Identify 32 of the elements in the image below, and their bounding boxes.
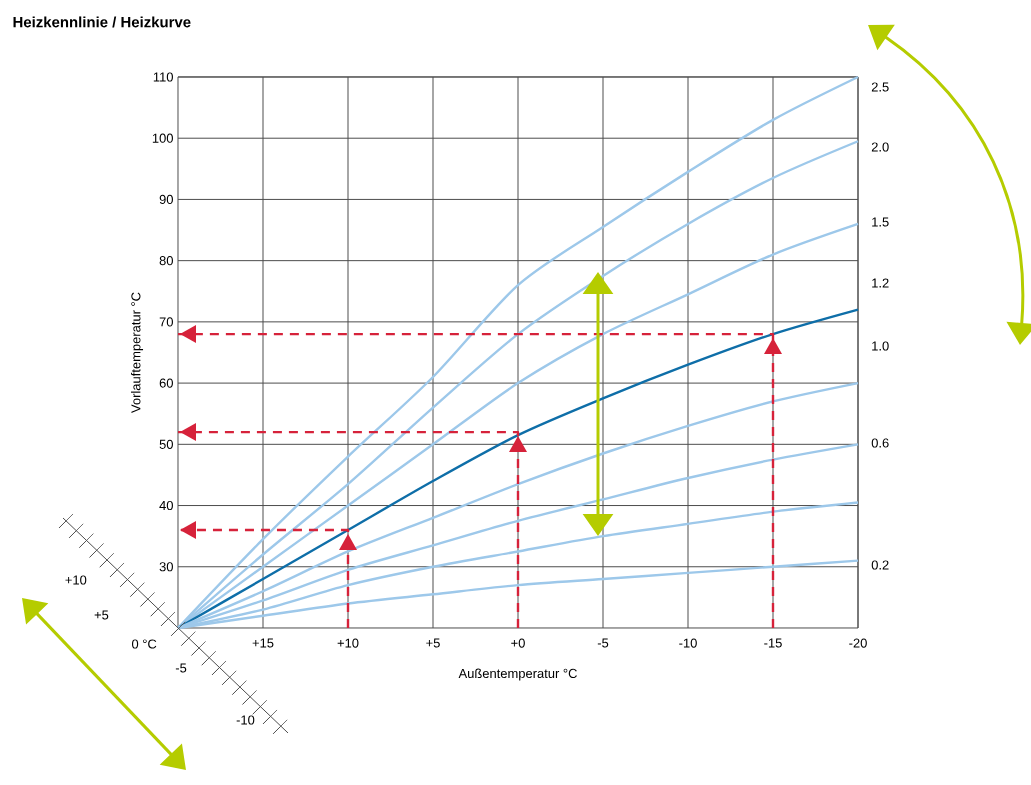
- y-tick-label: 40: [159, 500, 173, 511]
- x-tick-label: +15: [252, 638, 274, 648]
- y-tick-label: 30: [159, 562, 173, 572]
- text: 1.0: [872, 341, 889, 351]
- text: 0.6: [871, 438, 889, 448]
- text: +5: [94, 610, 109, 620]
- x-tick-label: -10: [679, 638, 697, 648]
- y-tick-label: 80: [159, 256, 173, 266]
- x-tick-label: -20: [849, 638, 867, 648]
- text: +10: [65, 575, 87, 585]
- y-tick-label: 70: [159, 317, 173, 327]
- chart-title: Heizkennlinie / Heizkurve: [13, 16, 191, 28]
- y-axis-title: Vorlauftemperatur °C: [130, 292, 144, 413]
- x-tick-label: +0: [511, 638, 525, 648]
- text: 1.2: [872, 278, 889, 288]
- x-tick-label: -5: [597, 638, 609, 648]
- text: 1.5: [872, 217, 889, 227]
- x-tick-label: -15: [764, 638, 782, 648]
- x-tick-label: +5: [426, 638, 440, 648]
- y-tick-label: 110: [153, 72, 173, 82]
- text: 0.2: [871, 560, 889, 570]
- x-axis-title: Außentemperatur °C: [458, 668, 577, 681]
- text: 0 °C: [131, 639, 157, 649]
- text: 2.0: [871, 142, 889, 152]
- text: -10: [236, 715, 255, 725]
- y-tick-label: 50: [159, 439, 173, 449]
- x-tick-label: +10: [337, 638, 359, 648]
- text: 2.5: [871, 82, 889, 92]
- y-tick-label: 100: [152, 133, 173, 143]
- text: -5: [175, 663, 187, 673]
- y-tick-label: 60: [159, 378, 173, 388]
- y-tick-label: 90: [159, 194, 173, 205]
